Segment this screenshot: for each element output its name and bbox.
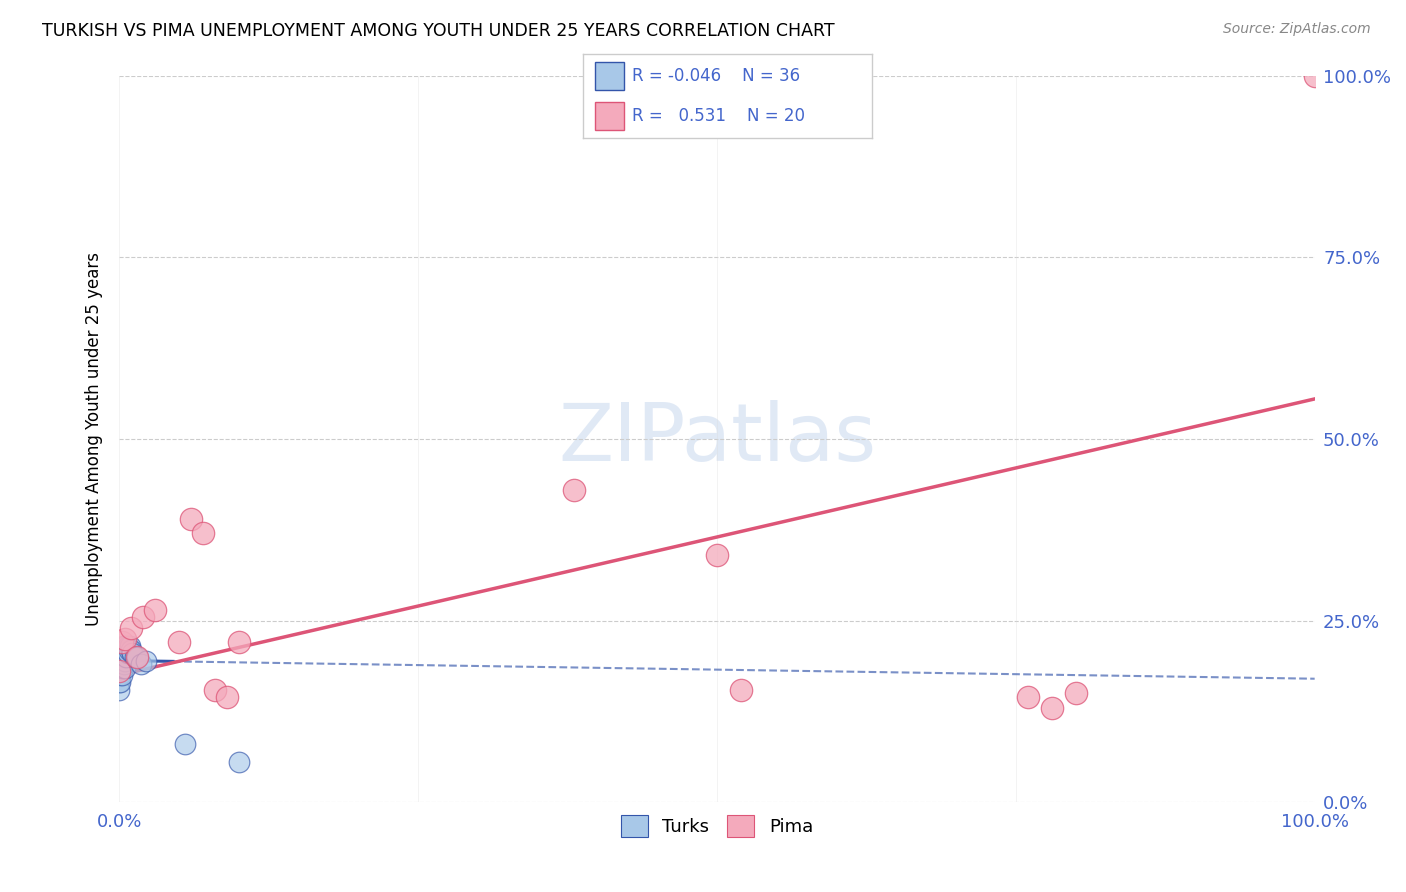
Point [111, 646, 134, 660]
Legend: Turks, Pima: Turks, Pima [613, 807, 820, 844]
Point [706, 548, 728, 562]
Point [121, 646, 143, 660]
Point [111, 661, 134, 675]
Point [129, 657, 152, 672]
Point [1040, 700, 1063, 714]
Point [180, 512, 202, 526]
Point [111, 635, 134, 649]
Point [127, 649, 149, 664]
Point [730, 682, 752, 697]
Point [114, 639, 136, 653]
Point [108, 682, 131, 697]
Point [115, 642, 138, 657]
Point [112, 657, 135, 672]
Point [204, 682, 226, 697]
Y-axis label: Unemployment Among Youth under 25 years: Unemployment Among Youth under 25 years [86, 252, 103, 626]
Point [120, 621, 142, 635]
Point [108, 668, 131, 682]
Bar [595, 62, 624, 90]
Text: TURKISH VS PIMA UNEMPLOYMENT AMONG YOUTH UNDER 25 YEARS CORRELATION CHART: TURKISH VS PIMA UNEMPLOYMENT AMONG YOUTH… [42, 22, 835, 40]
Text: R = -0.046    N = 36: R = -0.046 N = 36 [633, 67, 800, 85]
Text: R =   0.531    N = 20: R = 0.531 N = 20 [633, 107, 806, 125]
Point [1303, 69, 1326, 83]
Point [228, 635, 250, 649]
Point [117, 639, 139, 653]
Point [111, 646, 134, 660]
Bar [595, 102, 624, 130]
Point [117, 646, 139, 660]
Point [111, 639, 134, 653]
Text: Source: ZipAtlas.com: Source: ZipAtlas.com [1223, 22, 1371, 37]
Point [124, 649, 146, 664]
Text: ZIPatlas: ZIPatlas [558, 400, 876, 478]
Point [228, 756, 250, 770]
Point [215, 690, 238, 704]
Point [143, 602, 166, 616]
Point [111, 668, 134, 682]
Point [1064, 686, 1087, 700]
Point [120, 642, 142, 657]
Point [110, 661, 132, 675]
Point [110, 654, 132, 668]
Point [135, 654, 157, 668]
Point [112, 649, 135, 664]
Point [132, 610, 155, 624]
Point [114, 632, 136, 646]
Point [562, 483, 585, 497]
Point [110, 675, 132, 690]
Point [110, 668, 132, 682]
Point [108, 675, 131, 690]
Point [114, 661, 136, 675]
Point [191, 526, 214, 541]
Point [111, 654, 134, 668]
Point [114, 654, 136, 668]
Point [115, 649, 138, 664]
Point [118, 642, 141, 657]
Point [167, 635, 190, 649]
Point [1017, 690, 1039, 704]
Point [127, 649, 149, 664]
Point [118, 639, 141, 653]
Point [112, 642, 135, 657]
Point [108, 665, 131, 679]
Point [114, 646, 136, 660]
Point [174, 737, 197, 751]
Point [111, 661, 134, 675]
Point [111, 654, 134, 668]
